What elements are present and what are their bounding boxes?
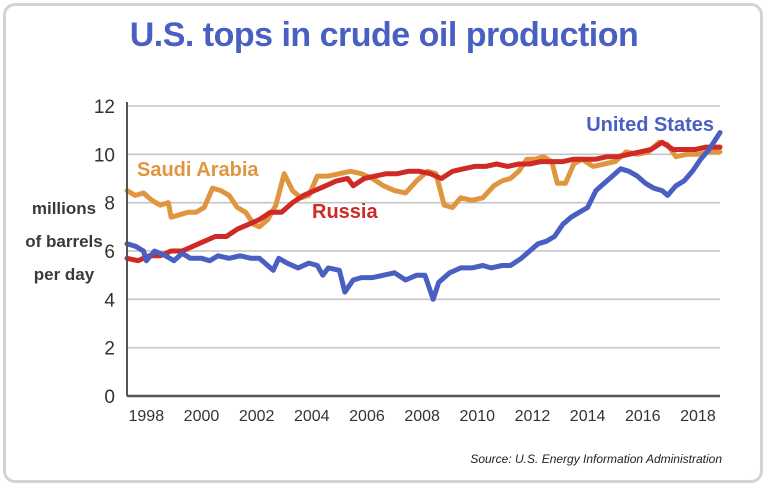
axes	[126, 102, 720, 398]
y-tick-label: 8	[104, 194, 115, 215]
russia-series-line	[124, 139, 723, 264]
y-axis-label-line-2: of barrels	[25, 232, 103, 251]
y-tick-labels: 0 2 4 6 8 10 12	[94, 97, 116, 408]
x-tick-label: 2000	[184, 408, 220, 425]
x-tick-label: 2016	[625, 408, 661, 425]
x-tick-label: 2004	[294, 408, 330, 425]
gridlines	[127, 105, 720, 349]
x-tick-label: 2012	[515, 408, 551, 425]
x-tick-label: 2006	[349, 408, 385, 425]
y-tick-label: 6	[104, 242, 115, 263]
x-tick-label: 2002	[239, 408, 275, 425]
y-tick-label: 10	[94, 145, 115, 166]
x-tick-label: 2010	[459, 408, 495, 425]
saudi-arabia-series-line	[124, 139, 723, 230]
x-tick-label: 2018	[680, 408, 716, 425]
united-states-series-line	[124, 130, 723, 302]
chart-title: U.S. tops in crude oil production	[129, 16, 639, 54]
saudi-arabia-label: Saudi Arabia	[137, 159, 259, 181]
y-tick-label: 4	[104, 290, 115, 311]
x-tick-label: 2008	[404, 408, 440, 425]
y-tick-label: 0	[104, 387, 115, 408]
y-axis-label-line-3: per day	[33, 265, 95, 284]
series-lines	[124, 130, 723, 302]
y-axis-label-line-1: millions	[31, 199, 97, 218]
x-tick-label: 2014	[570, 408, 606, 425]
y-tick-label: 12	[94, 97, 115, 118]
x-tick-label: 1998	[129, 408, 165, 425]
y-axis-label: millions of barrels per day	[14, 192, 114, 291]
united-states-label: United States	[586, 114, 714, 136]
russia-label: Russia	[312, 201, 378, 223]
x-tick-labels: 1998 2000 2002 2004 2006 2008 2010 2012 2014 2016…	[129, 408, 716, 425]
series-labels: Saudi Arabia Russia United States	[137, 114, 714, 223]
y-tick-label: 2	[104, 339, 115, 360]
source-note: Source: U.S. Energy Information Administ…	[470, 452, 722, 466]
